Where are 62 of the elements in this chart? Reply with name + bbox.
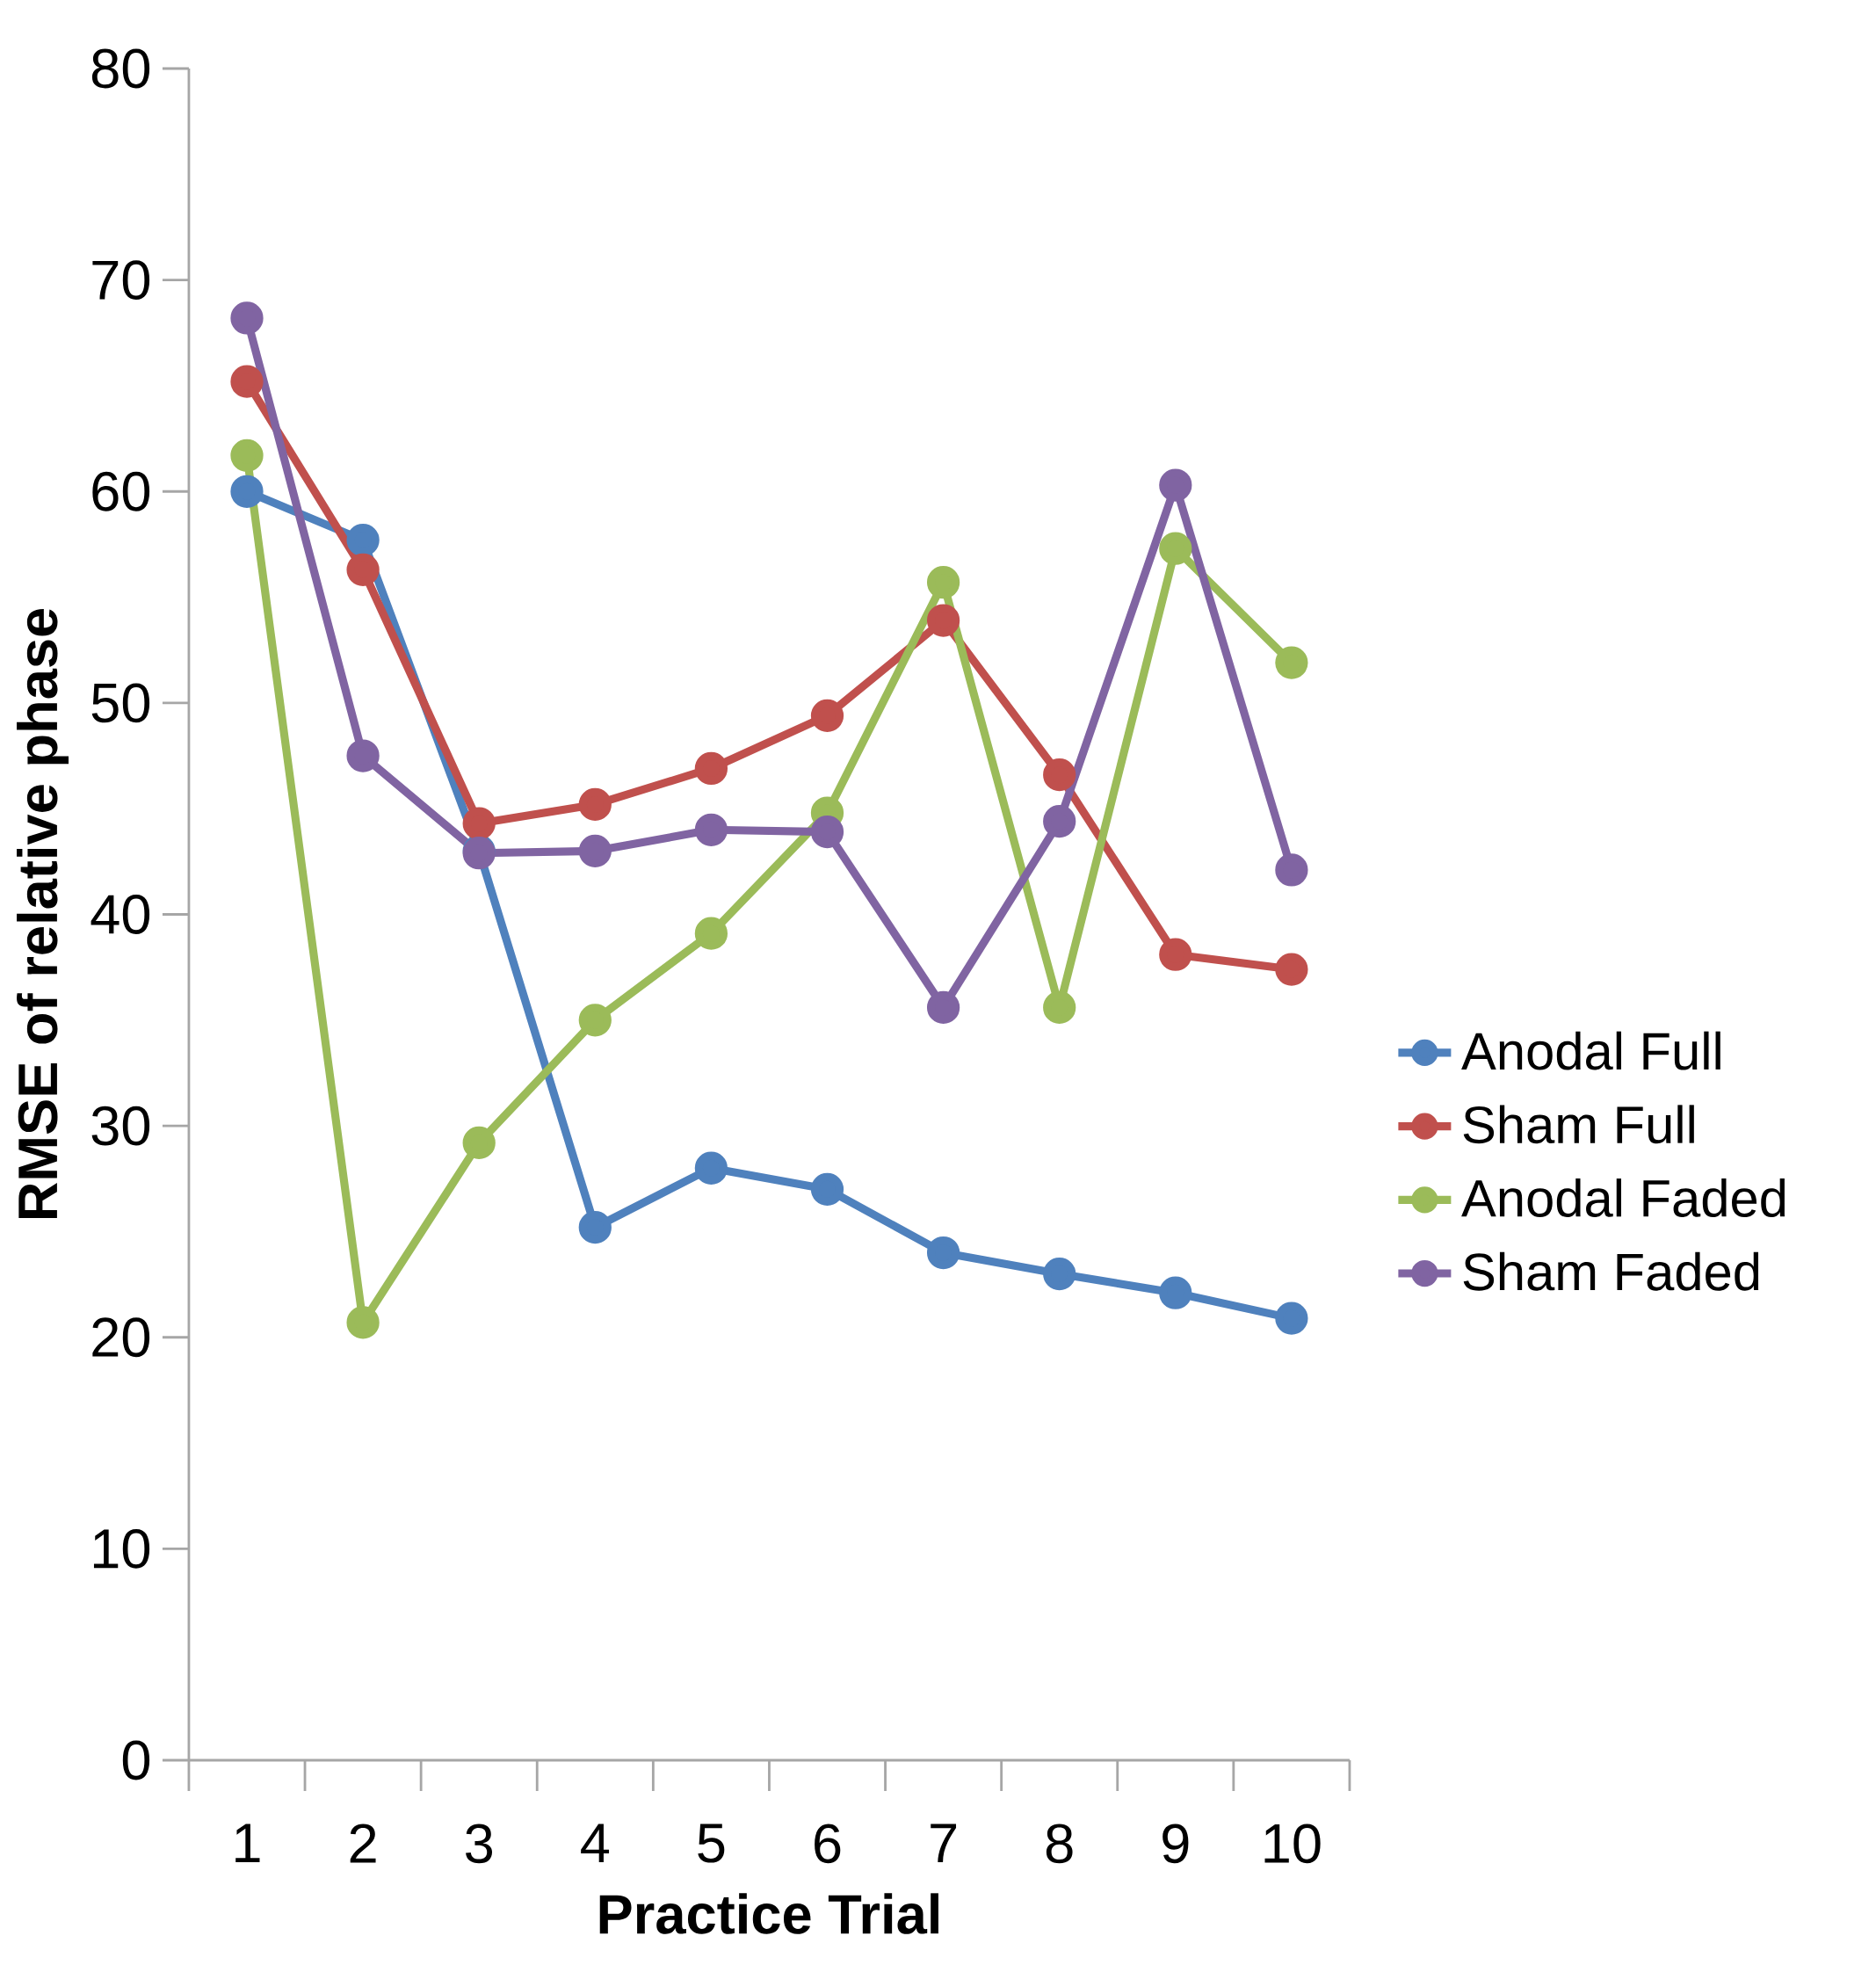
legend-label: Sham Full: [1463, 1105, 1694, 1144]
x-axis-title: Practice Trial: [599, 1893, 938, 1934]
point: [926, 1236, 960, 1270]
point: [578, 1004, 612, 1037]
point: [230, 439, 264, 472]
x-tick-label: 6: [815, 1824, 841, 1864]
x-tick-label: 10: [1264, 1824, 1321, 1864]
point: [578, 787, 612, 822]
point: [346, 553, 380, 586]
y-tick-label: 40: [91, 895, 150, 934]
y-axis-title: RMSE of relative phase: [17, 608, 69, 1219]
point: [1275, 1302, 1308, 1335]
legend-label: Sham Faded: [1463, 1251, 1759, 1291]
point: [1043, 1257, 1076, 1291]
x-tick-label: 4: [581, 1824, 610, 1862]
point: [230, 365, 264, 398]
point: [810, 816, 844, 849]
point: [578, 1211, 612, 1244]
point: [1275, 646, 1308, 679]
x-tick-label: 8: [1046, 1824, 1073, 1864]
y-tick-label: 80: [91, 48, 150, 89]
point: [1043, 805, 1076, 838]
y-tick-label: 70: [92, 260, 150, 301]
point: [346, 1306, 380, 1339]
point: [694, 751, 728, 786]
x-tick-label: 9: [1163, 1824, 1189, 1864]
point: [1275, 953, 1308, 986]
x-tick-label: 7: [931, 1824, 957, 1862]
x-tick-label: 2: [350, 1824, 376, 1863]
y-tick-label: 10: [93, 1528, 150, 1569]
point: [1043, 758, 1076, 792]
point: [694, 813, 728, 846]
point: [578, 834, 612, 867]
point: [346, 739, 380, 772]
point: [1159, 468, 1192, 502]
x-tick-label: 1: [235, 1824, 260, 1862]
point: [810, 699, 844, 732]
point: [1159, 1276, 1192, 1309]
y-tick-label: 60: [92, 471, 150, 511]
point: [1275, 853, 1308, 887]
point: [810, 1172, 844, 1206]
y-tick-label: 20: [92, 1317, 150, 1358]
point: [694, 917, 728, 950]
legend-label: Anodal Faded: [1461, 1178, 1785, 1217]
point: [926, 990, 960, 1025]
point: [230, 475, 264, 508]
y-tick-label: 30: [91, 1106, 150, 1146]
y-tick-label: 50: [91, 683, 150, 723]
point: [462, 807, 496, 840]
point: [346, 523, 380, 557]
point: [926, 604, 960, 637]
x-tick-label: 3: [466, 1824, 493, 1864]
point: [694, 1151, 728, 1185]
point: [1159, 938, 1192, 971]
y-tick-label: 0: [122, 1740, 150, 1780]
x-tick-label: 5: [698, 1824, 725, 1863]
legend-label: Anodal Full: [1461, 1031, 1720, 1070]
point: [462, 1126, 496, 1159]
point: [1159, 532, 1192, 565]
point: [1043, 990, 1076, 1025]
point: [926, 566, 960, 599]
point: [230, 301, 264, 335]
